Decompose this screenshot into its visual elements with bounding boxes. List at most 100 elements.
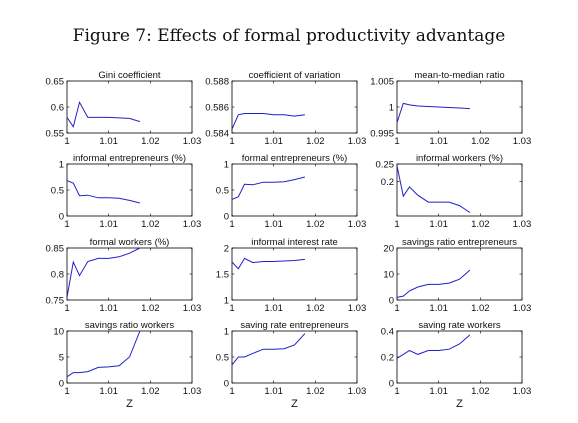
x-axis-label: Z [291,398,298,410]
x-tick-label: 1.03 [513,136,532,147]
x-axis-label: Z [456,398,463,410]
axes-box [66,163,193,217]
x-tick-label: 1.02 [141,386,160,397]
y-tick-label: 0 [224,212,229,223]
x-tick-label: 1.02 [141,303,160,314]
x-tick-label: 1.03 [183,303,202,314]
panel-10: 1 1.01 1.02 1.03 0 5 10 savings ratio workers Z [53,320,201,410]
y-tick-label: 0 [389,379,394,390]
y-tick-label: 5 [59,353,64,364]
y-tick-label: 10 [53,327,64,338]
y-tick-label: 1.5 [216,270,229,281]
series-line [396,102,470,123]
y-tick-label: 0.995 [370,129,394,140]
series-line [396,165,471,213]
panel-title: saving rate workers [418,320,501,331]
y-tick-label: 2 [224,244,229,255]
panel-title: saving rate entrepreneurs [240,320,349,331]
x-tick-label: 1 [64,136,69,147]
x-tick-label: 1 [229,303,234,314]
panel-12: 1 1.01 1.02 1.03 0 0.2 0.4 saving rate workers Z [381,320,531,410]
y-tick-label: 1 [59,160,64,171]
x-tick-label: 1 [229,136,234,147]
x-tick-label: 1.01 [264,303,283,314]
x-tick-label: 1.01 [429,219,448,230]
x-tick-label: 1 [64,386,69,397]
y-tick-label: 1.005 [370,77,394,88]
x-tick-label: 1 [394,219,399,230]
panel-7: 1 1.01 1.02 1.03 0.75 0.8 0.85 formal workers (… [46,237,202,314]
y-tick-label: 0.55 [46,129,65,140]
series-line [66,100,141,129]
y-tick-label: 0.584 [205,129,229,140]
x-tick-label: 1 [229,219,234,230]
x-tick-label: 1.01 [264,219,283,230]
x-tick-label: 1 [394,303,399,314]
x-tick-label: 1 [64,219,69,230]
y-tick-label: 0.2 [381,177,394,188]
x-axis-label: Z [126,398,133,410]
series-line [66,247,141,298]
axes-box [231,330,358,384]
y-tick-label: 0.85 [46,244,65,255]
figure-title: Figure 7: Effects of formal productivity… [73,26,506,46]
x-tick-label: 1.03 [183,386,202,397]
panel-title: mean-to-median ratio [414,70,504,81]
x-tick-label: 1.02 [141,136,160,147]
series-line [231,333,306,366]
x-tick-label: 1.01 [264,136,283,147]
series-line [66,330,141,378]
axes-box [396,80,523,134]
y-tick-label: 20 [383,244,394,255]
y-tick-label: 0.2 [381,353,394,364]
x-tick-label: 1.01 [99,136,118,147]
panel-title: savings ratio entrepreneurs [402,237,517,248]
y-tick-label: 0.8 [51,270,64,281]
series-line [396,269,471,298]
axes-box [396,247,523,301]
x-tick-label: 1 [394,386,399,397]
y-tick-label: 0.4 [381,327,394,338]
x-tick-label: 1.02 [141,219,160,230]
panel-8: 1 1.01 1.02 1.03 1 1.5 2 informal interest rate [216,237,366,314]
x-tick-label: 1.03 [348,219,367,230]
y-tick-label: 0.25 [376,160,395,171]
series-line [231,113,305,130]
panel-title: formal workers (%) [90,237,170,248]
y-tick-label: 0 [59,379,64,390]
x-tick-label: 1.01 [429,136,448,147]
x-tick-label: 1.03 [183,136,202,147]
x-tick-label: 1.01 [99,303,118,314]
y-tick-label: 1 [389,103,394,114]
panel-2: 1 1.01 1.02 1.03 0.584 0.586 0.588 coefficient … [205,70,366,147]
panel-title: informal workers (%) [416,153,503,164]
y-tick-label: 1 [224,160,229,171]
x-tick-label: 1.02 [306,386,325,397]
axes-box [66,80,193,134]
x-tick-label: 1.02 [471,386,490,397]
panel-title: coefficient of variation [249,70,341,81]
x-tick-label: 1 [394,136,399,147]
panel-title: informal entrepreneurs (%) [73,153,186,164]
x-tick-label: 1.03 [513,303,532,314]
series-line [231,257,305,270]
panel-5: 1 1.01 1.02 1.03 0 0.5 1 formal entrepreneurs (… [216,153,366,230]
x-tick-label: 1.02 [306,136,325,147]
x-tick-label: 1.03 [183,219,202,230]
panel-title: Gini coefficient [98,70,160,81]
axes-box [231,247,358,301]
x-tick-label: 1 [64,303,69,314]
x-tick-label: 1.01 [99,386,118,397]
x-tick-label: 1.01 [429,303,448,314]
y-tick-label: 0.5 [51,186,64,197]
x-tick-label: 1.02 [471,303,490,314]
panel-9: 1 1.01 1.02 1.03 0 10 20 savings ratio entrepre… [383,237,531,314]
x-tick-label: 1.03 [513,219,532,230]
x-tick-label: 1.02 [306,303,325,314]
panel-11: 1 1.01 1.02 1.03 0 0.5 1 saving rate entreprene… [216,320,366,410]
panel-4: 1 1.01 1.02 1.03 0 0.5 1 informal entrepreneurs… [51,153,201,230]
series-line [66,180,141,204]
panel-1: 1 1.01 1.02 1.03 0.55 0.6 0.65 Gini coefficient [46,70,202,147]
x-tick-label: 1.02 [471,219,490,230]
